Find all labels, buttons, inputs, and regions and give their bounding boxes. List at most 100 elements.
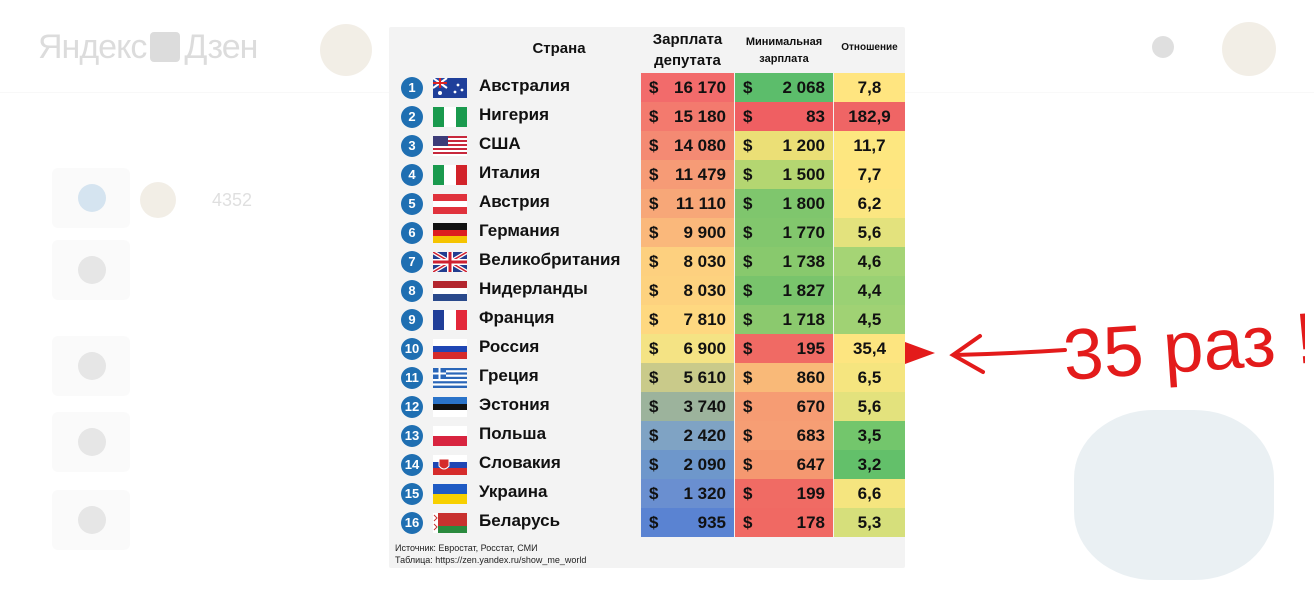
- min-wage-cell: $ 1 827: [735, 276, 833, 305]
- rank-badge: 4: [401, 164, 423, 186]
- rank-badge: 5: [401, 193, 423, 215]
- rank-badge: 6: [401, 222, 423, 244]
- header-country: Страна: [532, 40, 586, 57]
- logo-zen-text: Дзен: [184, 28, 258, 66]
- deputy-salary-cell: $ 935: [641, 508, 734, 537]
- currency-symbol: $: [743, 107, 753, 126]
- min-wage-value: 1 827: [782, 281, 825, 300]
- dislike-button[interactable]: [52, 240, 130, 300]
- ratio-cell: 182,9: [834, 102, 905, 131]
- min-wage-value: 647: [796, 455, 825, 474]
- share-facebook-button[interactable]: [52, 412, 130, 472]
- min-wage-value: 1 738: [782, 252, 825, 271]
- deputy-salary-value: 15 180: [674, 107, 726, 126]
- ratio-cell: 4,6: [834, 247, 905, 276]
- min-wage-value: 1 718: [782, 310, 825, 329]
- netherlands-flag-icon: [433, 281, 467, 301]
- min-wage-cell: $ 2 068: [735, 73, 833, 102]
- deputy-salary-value: 11 479: [674, 165, 726, 184]
- min-wage-value: 83: [806, 107, 825, 126]
- currency-symbol: $: [649, 513, 659, 532]
- country-name: Беларусь: [479, 511, 561, 530]
- header-min-line2: зарплата: [759, 53, 809, 65]
- rank-badge: 16: [401, 512, 423, 534]
- currency-symbol: $: [743, 281, 753, 300]
- reactions-icon: [140, 182, 176, 218]
- rank-badge: 14: [401, 454, 423, 476]
- min-wage-cell: $ 195: [735, 334, 833, 363]
- ratio-cell: 11,7: [834, 131, 905, 160]
- header-salary-line2: депутата: [654, 52, 721, 69]
- country-name: Франция: [479, 308, 555, 327]
- user-avatar[interactable]: [1222, 22, 1276, 76]
- ratio-cell: 5,6: [834, 392, 905, 421]
- country-name: Словакия: [479, 453, 561, 472]
- annotation-arrow-line: [953, 348, 1067, 357]
- rank-badge: 1: [401, 77, 423, 99]
- min-wage-value: 683: [796, 426, 825, 445]
- min-wage-cell: $ 647: [735, 450, 833, 479]
- bell-icon[interactable]: [1152, 36, 1174, 58]
- deputy-salary-cell: $ 2 090: [641, 450, 734, 479]
- min-wage-cell: $ 199: [735, 479, 833, 508]
- currency-symbol: $: [649, 107, 659, 126]
- deputy-salary-cell: $ 7 810: [641, 305, 734, 334]
- currency-symbol: $: [743, 310, 753, 329]
- austria-flag-icon: [433, 194, 467, 214]
- country-name: Великобритания: [479, 250, 621, 269]
- table-row: 6 Германия $ 9 900 $ 1 770 5,6: [389, 218, 905, 247]
- deputy-salary-cell: $ 15 180: [641, 102, 734, 131]
- ratio-cell: 7,7: [834, 160, 905, 189]
- top-bar: Яндекс Дзен: [0, 0, 1314, 93]
- ratio-cell: 3,5: [834, 421, 905, 450]
- channel-avatar[interactable]: [320, 24, 372, 76]
- min-wage-value: 1 770: [782, 223, 825, 242]
- table-row: 9 Франция $ 7 810 $ 1 718 4,5: [389, 305, 905, 334]
- usa-flag-icon: [433, 136, 467, 156]
- header-salary: Зарплата депутата: [641, 29, 734, 71]
- deputy-salary-value: 3 740: [683, 397, 726, 416]
- more-button[interactable]: [52, 490, 130, 550]
- like-button[interactable]: [52, 168, 130, 228]
- country-name: Австрия: [479, 192, 550, 211]
- slovakia-flag-icon: [433, 455, 467, 475]
- deputy-salary-cell: $ 6 900: [641, 334, 734, 363]
- ratio-cell: 5,3: [834, 508, 905, 537]
- ratio-cell: 6,5: [834, 363, 905, 392]
- deputy-salary-cell: $ 8 030: [641, 276, 734, 305]
- deputy-salary-value: 1 320: [683, 484, 726, 503]
- rank-badge: 15: [401, 483, 423, 505]
- ratio-cell: 35,4: [834, 334, 905, 363]
- rank-badge: 11: [401, 367, 423, 389]
- table-row: 1 Австралия $ 16 170 $ 2 068 7,8: [389, 73, 905, 102]
- min-wage-cell: $ 1 800: [735, 189, 833, 218]
- min-wage-value: 1 200: [782, 136, 825, 155]
- min-wage-cell: $ 1 770: [735, 218, 833, 247]
- deputy-salary-value: 11 110: [675, 194, 726, 213]
- table-row: 5 Австрия $ 11 110 $ 1 800 6,2: [389, 189, 905, 218]
- ukraine-flag-icon: [433, 484, 467, 504]
- source-note: Источник: Евростат, Росстат, СМИ: [395, 543, 538, 553]
- deputy-salary-value: 8 030: [683, 281, 726, 300]
- min-wage-cell: $ 83: [735, 102, 833, 131]
- deputy-salary-value: 9 900: [683, 223, 726, 242]
- country-name: Греция: [479, 366, 539, 385]
- header-salary-line1: Зарплата: [652, 31, 723, 48]
- russia-flag-icon: [433, 339, 467, 359]
- ratio-cell: 6,2: [834, 189, 905, 218]
- currency-symbol: $: [649, 252, 659, 271]
- deputy-salary-value: 935: [697, 513, 726, 532]
- min-wage-cell: $ 178: [735, 508, 833, 537]
- europe-map-thumbnail[interactable]: [1074, 410, 1274, 580]
- header-min-line1: Минимальная: [745, 36, 823, 48]
- share-vk-button[interactable]: [52, 336, 130, 396]
- logo-house-icon: [150, 32, 181, 62]
- table-row: 3 США $ 14 080 $ 1 200 11,7: [389, 131, 905, 160]
- deputy-salary-cell: $ 2 420: [641, 421, 734, 450]
- yandex-zen-logo[interactable]: Яндекс Дзен: [38, 28, 258, 67]
- rank-badge: 7: [401, 251, 423, 273]
- currency-symbol: $: [743, 223, 753, 242]
- table-row: 8 Нидерланды $ 8 030 $ 1 827 4,4: [389, 276, 905, 305]
- currency-symbol: $: [649, 223, 659, 242]
